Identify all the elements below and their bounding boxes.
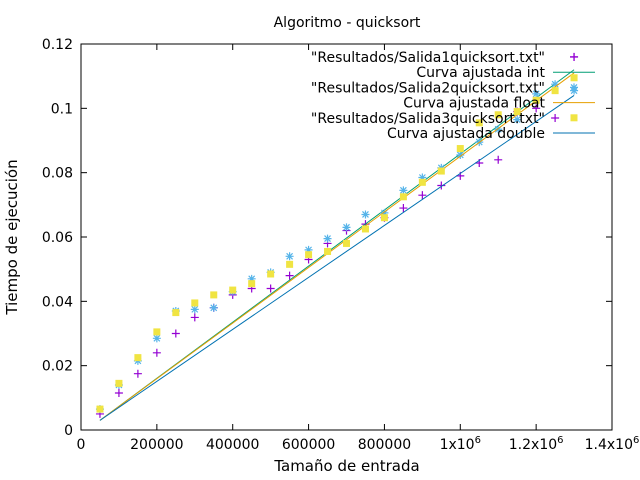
y-tick-label: 0.1 (51, 101, 73, 117)
data-point (494, 125, 503, 134)
x-axis-label: Tamaño de entrada (273, 457, 419, 475)
data-point (551, 80, 560, 89)
data-point (456, 145, 464, 153)
data-point (361, 225, 369, 233)
y-axis-label: Tiempo de ejecución (3, 159, 21, 315)
data-point (267, 270, 275, 278)
data-point (191, 299, 199, 307)
legend-label: "Resultados/Salida3quicksort.txt" (311, 111, 545, 127)
data-point (190, 313, 199, 322)
x-tick-label: 400000 (206, 437, 259, 453)
legend-swatch (570, 83, 578, 92)
data-point (266, 284, 275, 293)
data-point (551, 113, 560, 122)
data-point (532, 104, 541, 113)
data-point (361, 210, 370, 219)
data-point (229, 286, 237, 294)
y-axis: 0 0.02 0.04 0.06 0.08 0.1 0.12 (42, 37, 612, 439)
data-point (248, 280, 256, 288)
data-point (551, 87, 559, 95)
data-point (437, 181, 446, 190)
y-tick-label: 0.04 (42, 294, 73, 310)
x-tick-label: 1x106 (440, 435, 481, 453)
data-point (380, 214, 388, 222)
data-point (437, 167, 445, 175)
x-tick-exponent: 6 (475, 435, 481, 446)
data-point (152, 348, 161, 357)
data-point (324, 247, 332, 255)
data-point (513, 115, 522, 124)
series-5 (96, 74, 578, 413)
data-point (513, 108, 521, 116)
chart-title: Algoritmo - quicksort (274, 15, 421, 31)
data-point (494, 111, 502, 119)
data-point (343, 239, 350, 247)
x-tick-label: 1.4x106 (585, 435, 640, 453)
series-4 (99, 72, 575, 421)
data-point (380, 208, 389, 217)
x-tick-exponent: 6 (633, 435, 639, 446)
x-tick-label: 0 (77, 437, 86, 453)
legend: "Resultados/Salida1quicksort.txt"Curva a… (311, 50, 595, 142)
data-point (456, 150, 465, 159)
fit-line (99, 72, 575, 421)
legend-label: "Resultados/Salida2quicksort.txt" (311, 80, 545, 96)
data-point (286, 260, 294, 268)
data-point (532, 89, 541, 98)
data-point (570, 74, 578, 82)
legend-label: Curva ajustada double (387, 126, 545, 142)
data-point (305, 251, 313, 259)
data-point (172, 309, 180, 317)
x-tick-exponent: 6 (557, 435, 563, 446)
data-point (190, 305, 199, 314)
data-point (133, 369, 142, 378)
plot-area (95, 52, 579, 421)
data-point (115, 379, 123, 387)
y-tick-label: 0.06 (42, 230, 73, 246)
data-point (532, 96, 540, 104)
y-tick-label: 0 (64, 423, 73, 439)
data-point (399, 186, 408, 195)
data-point (418, 178, 426, 186)
x-tick-label: 1.2x106 (509, 435, 564, 453)
data-point (304, 245, 313, 254)
fit-line (99, 95, 575, 421)
data-point (494, 155, 503, 164)
x-tick-label: 600000 (282, 437, 335, 453)
legend-label: Curva ajustada float (403, 96, 545, 112)
data-point (342, 223, 351, 232)
data-point (418, 191, 427, 200)
data-point (210, 291, 218, 299)
data-point (285, 252, 294, 261)
data-point (153, 328, 161, 336)
data-point (285, 271, 294, 280)
x-axis: 0 200000 400000 600000 800000 1x106 1.2x106 1.4… (77, 44, 640, 453)
data-point (96, 405, 104, 413)
data-point (418, 173, 427, 182)
legend-swatch (570, 114, 578, 122)
data-point (247, 274, 256, 283)
legend-label: "Resultados/Salida1quicksort.txt" (311, 50, 545, 66)
data-point (134, 354, 142, 362)
legend-swatch (570, 53, 578, 61)
data-point (399, 193, 407, 201)
data-point (475, 119, 483, 127)
data-point (152, 334, 161, 343)
x-tick-label: 200000 (130, 437, 183, 453)
data-point (323, 234, 332, 243)
data-point (171, 329, 180, 338)
y-tick-label: 0.08 (42, 166, 73, 182)
legend-label: Curva ajustada int (416, 65, 545, 81)
data-point (209, 303, 218, 312)
y-tick-label: 0.02 (42, 359, 73, 375)
x-tick-label: 800000 (358, 437, 411, 453)
data-point (114, 389, 123, 398)
y-tick-label: 0.12 (42, 37, 73, 53)
data-point (399, 204, 408, 213)
series-6 (99, 95, 575, 421)
